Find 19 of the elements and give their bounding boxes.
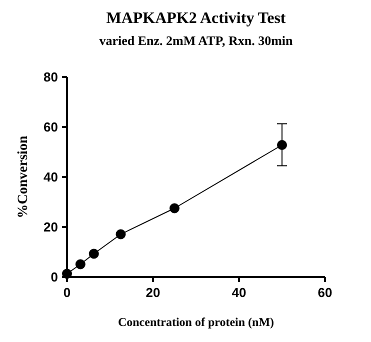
chart-subtitle: varied Enz. 2mM ATP, Rxn. 30min: [99, 33, 294, 48]
point: [62, 268, 72, 279]
x-tick-label: 20: [146, 285, 160, 300]
y-axis-title: %Conversion: [16, 136, 31, 218]
point: [277, 140, 287, 150]
y-tick-label: 60: [44, 120, 58, 134]
y-tick-label: 40: [44, 170, 58, 184]
x-tick-label: 60: [318, 285, 332, 300]
x-axis-title: Concentration of protein (nM): [118, 315, 274, 329]
x-tick-label: 40: [232, 285, 246, 300]
point: [116, 229, 126, 240]
y-tick-label: 0: [50, 270, 58, 284]
chart-title: MAPKAPK2 Activity Test: [106, 10, 286, 27]
point: [75, 259, 86, 270]
point: [170, 203, 180, 214]
y-tick-label: 20: [44, 220, 58, 234]
y-tick-label: 80: [44, 70, 58, 84]
x-tick-label: 0: [63, 285, 71, 300]
point: [88, 248, 99, 259]
